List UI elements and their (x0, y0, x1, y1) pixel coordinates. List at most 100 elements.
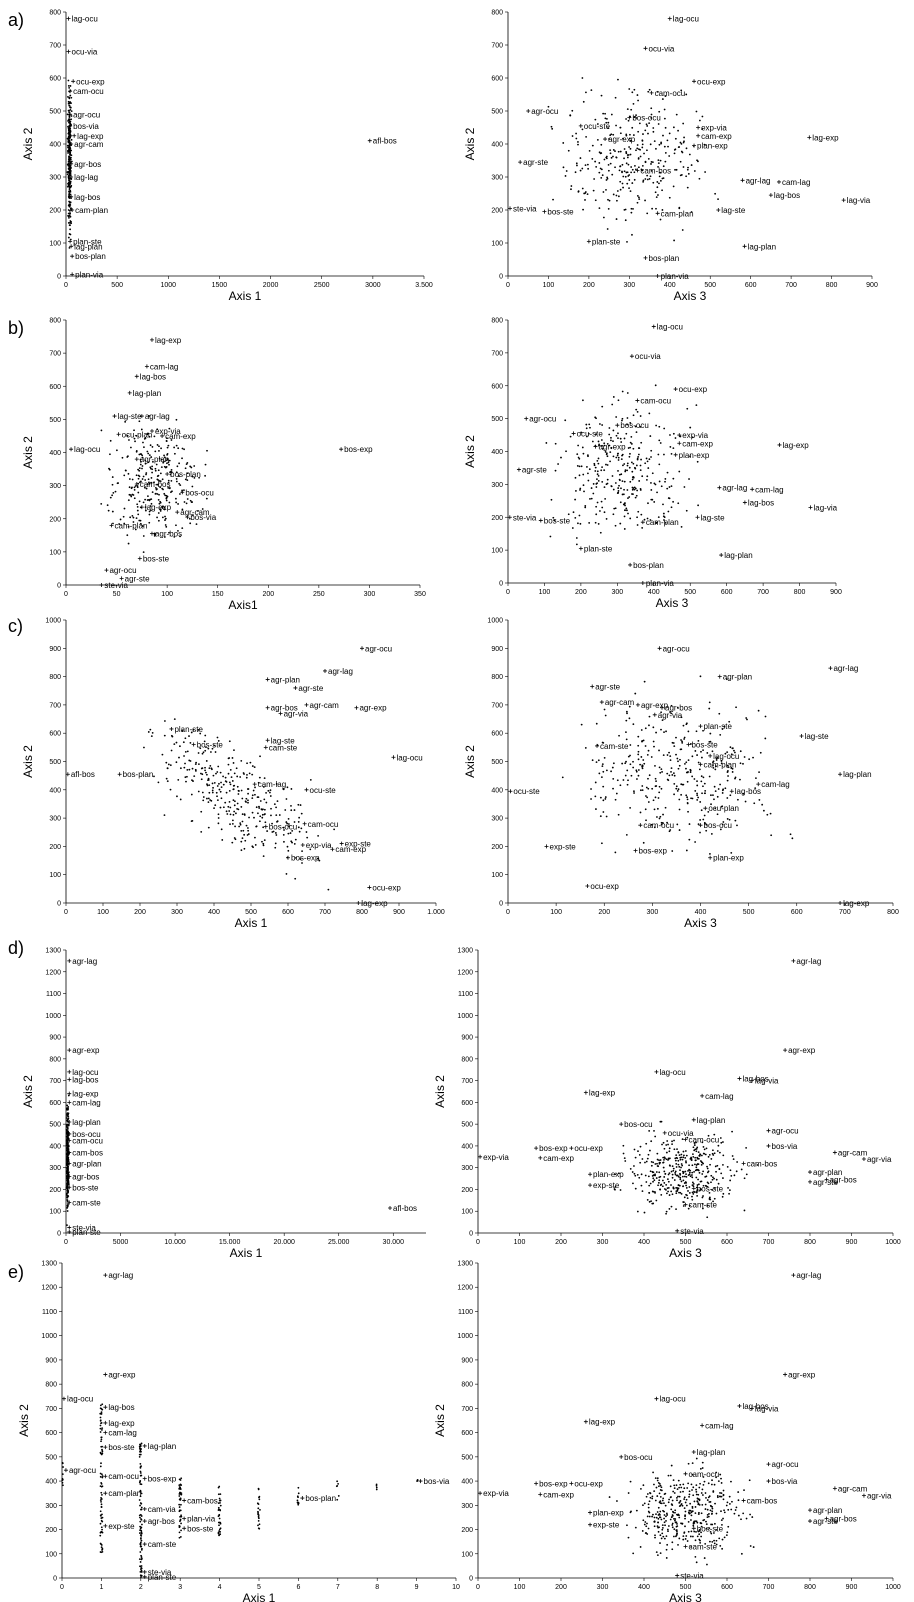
point-label: agr-lag (796, 1271, 821, 1280)
sample-point (644, 1521, 647, 1523)
sample-point (151, 471, 153, 474)
sample-point (679, 141, 682, 144)
sample-point (626, 469, 629, 472)
sample-point (184, 776, 187, 779)
sample-point (713, 1483, 716, 1486)
sample-point (703, 1480, 706, 1483)
sample-point (686, 780, 689, 783)
sample-point (240, 759, 243, 762)
sample-point (606, 455, 609, 458)
sample-point (629, 446, 631, 449)
sample-point (173, 452, 176, 455)
sample-point (143, 746, 145, 749)
sample-point (624, 504, 626, 507)
point-label: lag-ste (721, 206, 746, 215)
sample-point (650, 1161, 653, 1163)
sample-point (300, 827, 303, 830)
sample-point (66, 144, 69, 147)
y-tick-label: 100 (491, 548, 503, 555)
sample-point (166, 495, 169, 498)
sample-point (139, 1489, 142, 1492)
sample-point (661, 822, 664, 824)
sample-point (609, 460, 611, 463)
sample-point (69, 180, 72, 183)
sample-point (668, 1194, 671, 1196)
sample-point (66, 1176, 69, 1179)
sample-point (673, 782, 676, 785)
labeled-point (677, 441, 682, 446)
x-tick-label: 200 (555, 1584, 567, 1591)
y-tick-label: 300 (461, 1165, 473, 1172)
sample-point (297, 1486, 300, 1489)
sample-point (696, 1500, 699, 1503)
y-tick-label: 800 (49, 1056, 61, 1063)
sample-point (683, 1196, 686, 1199)
sample-point (69, 215, 72, 218)
sample-point (696, 159, 698, 162)
sample-point (699, 831, 701, 834)
labeled-point (696, 133, 701, 138)
sample-point (697, 1183, 700, 1186)
sample-point (240, 849, 243, 852)
sample-point (584, 199, 586, 201)
sample-point (614, 851, 617, 854)
labeled-point (654, 1069, 659, 1074)
point-label: agr-ocu (772, 1127, 799, 1136)
sample-point (236, 775, 239, 778)
x-tick-label: 300 (364, 591, 376, 598)
sample-point (66, 1194, 69, 1197)
sample-point (139, 1472, 142, 1474)
sample-point (70, 110, 73, 113)
sample-point (107, 509, 110, 512)
sample-point (650, 107, 653, 110)
labeled-point (807, 135, 812, 140)
sample-point (701, 756, 703, 759)
sample-point (263, 813, 266, 816)
y-tick-label: 400 (491, 142, 503, 149)
labeled-point (109, 523, 114, 528)
sample-point (625, 731, 627, 734)
sample-point (731, 767, 734, 770)
sample-point (701, 1141, 704, 1144)
sample-point (702, 1184, 705, 1187)
sample-point (578, 457, 581, 460)
point-label: bos-exp (344, 445, 373, 454)
sample-point (698, 177, 701, 180)
sample-point (69, 212, 71, 214)
sample-point (691, 797, 694, 800)
labeled-point (766, 1479, 771, 1484)
sample-point (669, 446, 672, 448)
sample-point (141, 478, 144, 480)
sample-point (651, 1515, 654, 1518)
labeled-point (293, 685, 298, 690)
sample-point (636, 516, 638, 519)
sample-point (154, 492, 157, 495)
sample-point (207, 779, 210, 781)
sample-point (134, 528, 137, 531)
sample-point (667, 1157, 670, 1160)
sample-point (705, 1527, 708, 1530)
sample-point (179, 1497, 182, 1500)
sample-point (337, 1482, 340, 1485)
sample-point (737, 1514, 740, 1517)
sample-point (636, 144, 639, 146)
sample-point (600, 469, 603, 472)
sample-point (649, 1149, 651, 1152)
sample-point (594, 466, 597, 469)
sample-point (159, 501, 162, 504)
labeled-point (175, 510, 180, 515)
sample-point (677, 1495, 679, 1498)
sample-point (677, 767, 680, 770)
sample-point (633, 1148, 636, 1151)
sample-point (657, 1181, 660, 1184)
sample-point (661, 98, 664, 100)
sample-point (68, 86, 71, 89)
sample-point (198, 763, 200, 765)
sample-point (99, 1485, 102, 1487)
sample-point (748, 758, 751, 761)
sample-point (100, 1438, 103, 1441)
sample-point (658, 480, 661, 483)
sample-point (621, 182, 624, 185)
sample-point (709, 1540, 711, 1543)
sample-point (61, 1481, 64, 1484)
